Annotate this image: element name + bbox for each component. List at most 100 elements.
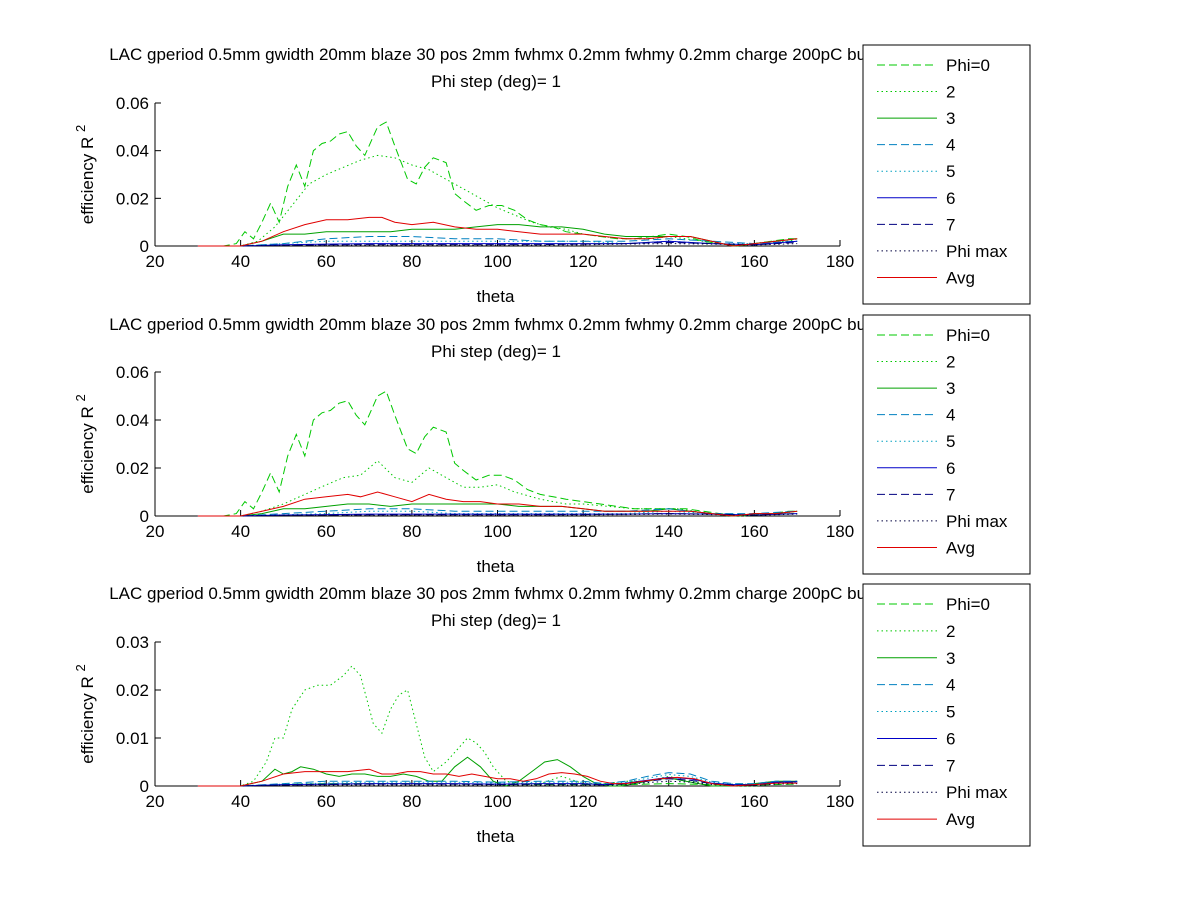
legend-entry-label: 4: [946, 676, 955, 695]
legend-entry-label: Phi=0: [946, 326, 990, 345]
legend-entry-label: 2: [946, 622, 955, 641]
legend-entry-label: 4: [946, 406, 955, 425]
x-tick-label: 40: [231, 522, 250, 541]
legend-entry-label: Avg: [946, 268, 975, 287]
legend-entry-label: 4: [946, 136, 955, 155]
x-tick-label: 80: [402, 252, 421, 271]
x-tick-label: 140: [655, 522, 683, 541]
x-tick-label: 60: [317, 522, 336, 541]
x-tick-label: 20: [146, 522, 165, 541]
series-line-4: [197, 772, 798, 787]
x-tick-label: 80: [402, 792, 421, 811]
legend-box: [862, 583, 1031, 847]
legend-entry-label: 3: [946, 649, 955, 668]
legend-entry-label: 7: [946, 485, 955, 504]
x-tick-label: 40: [231, 252, 250, 271]
chart-title: LAC gperiod 0.5mm gwidth 20mm blaze 30 p…: [109, 315, 991, 334]
legend-entry-label: Phi max: [946, 512, 1008, 531]
legend-entry-label: 5: [946, 162, 955, 181]
y-tick-label: 0: [140, 507, 149, 526]
x-tick-label: 60: [317, 792, 336, 811]
legend-entry-label: 2: [946, 83, 955, 102]
y-tick-label: 0: [140, 777, 149, 796]
y-tick-label: 0.02: [116, 189, 149, 208]
legend-entry-label: 2: [946, 353, 955, 372]
chart-3: LAC gperiod 0.5mm gwidth 20mm blaze 30 p…: [73, 583, 1031, 847]
series-line-9: [197, 768, 798, 787]
legend-entry-label: 5: [946, 432, 955, 451]
y-tick-label: 0.02: [116, 459, 149, 478]
legend-entry-label: Phi=0: [946, 595, 990, 614]
x-tick-label: 180: [826, 792, 854, 811]
legend-entry-label: 6: [946, 189, 955, 208]
series-line-4: [197, 508, 798, 517]
chart-subtitle: Phi step (deg)= 1: [431, 342, 561, 361]
legend-entry-label: 3: [946, 109, 955, 128]
x-tick-label: 40: [231, 792, 250, 811]
x-tick-label: 160: [740, 522, 768, 541]
series-line-9: [197, 491, 798, 517]
x-tick-label: 160: [740, 792, 768, 811]
x-tick-label: 60: [317, 252, 336, 271]
y-axis-label-superscript: 2: [73, 664, 88, 671]
legend-entry-label: Phi=0: [946, 56, 990, 75]
y-tick-label: 0.03: [116, 633, 149, 652]
y-axis-label-superscript: 2: [73, 394, 88, 401]
chart-title: LAC gperiod 0.5mm gwidth 20mm blaze 30 p…: [109, 45, 991, 64]
legend-entry-label: 7: [946, 756, 955, 775]
x-tick-label: 160: [740, 252, 768, 271]
series-line-2: [197, 665, 798, 787]
legend-entry-label: Avg: [946, 538, 975, 557]
x-axis-label: theta: [477, 287, 515, 306]
x-axis-label: theta: [477, 557, 515, 576]
chart-subtitle: Phi step (deg)= 1: [431, 611, 561, 630]
x-tick-label: 140: [655, 252, 683, 271]
y-tick-label: 0.06: [116, 363, 149, 382]
x-tick-label: 120: [569, 522, 597, 541]
y-tick-label: 0: [140, 237, 149, 256]
x-tick-label: 120: [569, 252, 597, 271]
x-tick-label: 80: [402, 522, 421, 541]
legend: Phi=0 2 3 4 5 6 7 Phi max Avg: [862, 44, 1031, 305]
series-line-5: [197, 773, 798, 787]
y-axis-label-superscript: 2: [73, 125, 88, 132]
x-tick-label: 100: [483, 522, 511, 541]
legend-entry-label: 3: [946, 379, 955, 398]
legend-entry-label: 6: [946, 459, 955, 478]
y-tick-label: 0.04: [116, 142, 149, 161]
legend-entry-label: Avg: [946, 810, 975, 829]
x-tick-label: 180: [826, 252, 854, 271]
x-tick-label: 20: [146, 252, 165, 271]
legend: Phi=0 2 3 4 5 6 7 Phi max Avg: [862, 314, 1031, 575]
plots-container: LAC gperiod 0.5mm gwidth 20mm blaze 30 p…: [73, 44, 1031, 847]
series-line-2: [197, 154, 798, 247]
legend-entry-label: 6: [946, 729, 955, 748]
x-tick-label: 120: [569, 792, 597, 811]
x-axis-label: theta: [477, 827, 515, 846]
legend-box: [862, 44, 1031, 305]
x-tick-label: 100: [483, 792, 511, 811]
series-line-4: [197, 236, 798, 247]
series-line-8: [197, 513, 798, 517]
y-tick-label: 0.02: [116, 681, 149, 700]
legend: Phi=0 2 3 4 5 6 7 Phi max Avg: [862, 583, 1031, 847]
x-tick-label: 20: [146, 792, 165, 811]
chart-title: LAC gperiod 0.5mm gwidth 20mm blaze 30 p…: [109, 584, 991, 603]
y-tick-label: 0.06: [116, 94, 149, 113]
y-tick-label: 0.04: [116, 411, 149, 430]
x-tick-label: 180: [826, 522, 854, 541]
series-line-8: [197, 243, 798, 247]
series-line-9: [197, 216, 798, 247]
legend-entry-label: Phi max: [946, 783, 1008, 802]
legend-entry-label: 5: [946, 703, 955, 722]
chart-2: LAC gperiod 0.5mm gwidth 20mm blaze 30 p…: [73, 314, 1031, 576]
chart-1: LAC gperiod 0.5mm gwidth 20mm blaze 30 p…: [73, 44, 1031, 306]
legend-entry-label: Phi max: [946, 242, 1008, 261]
x-tick-label: 100: [483, 252, 511, 271]
x-tick-label: 140: [655, 792, 683, 811]
legend-box: [862, 314, 1031, 575]
y-tick-label: 0.01: [116, 729, 149, 748]
chart-subtitle: Phi step (deg)= 1: [431, 72, 561, 91]
legend-entry-label: 7: [946, 215, 955, 234]
